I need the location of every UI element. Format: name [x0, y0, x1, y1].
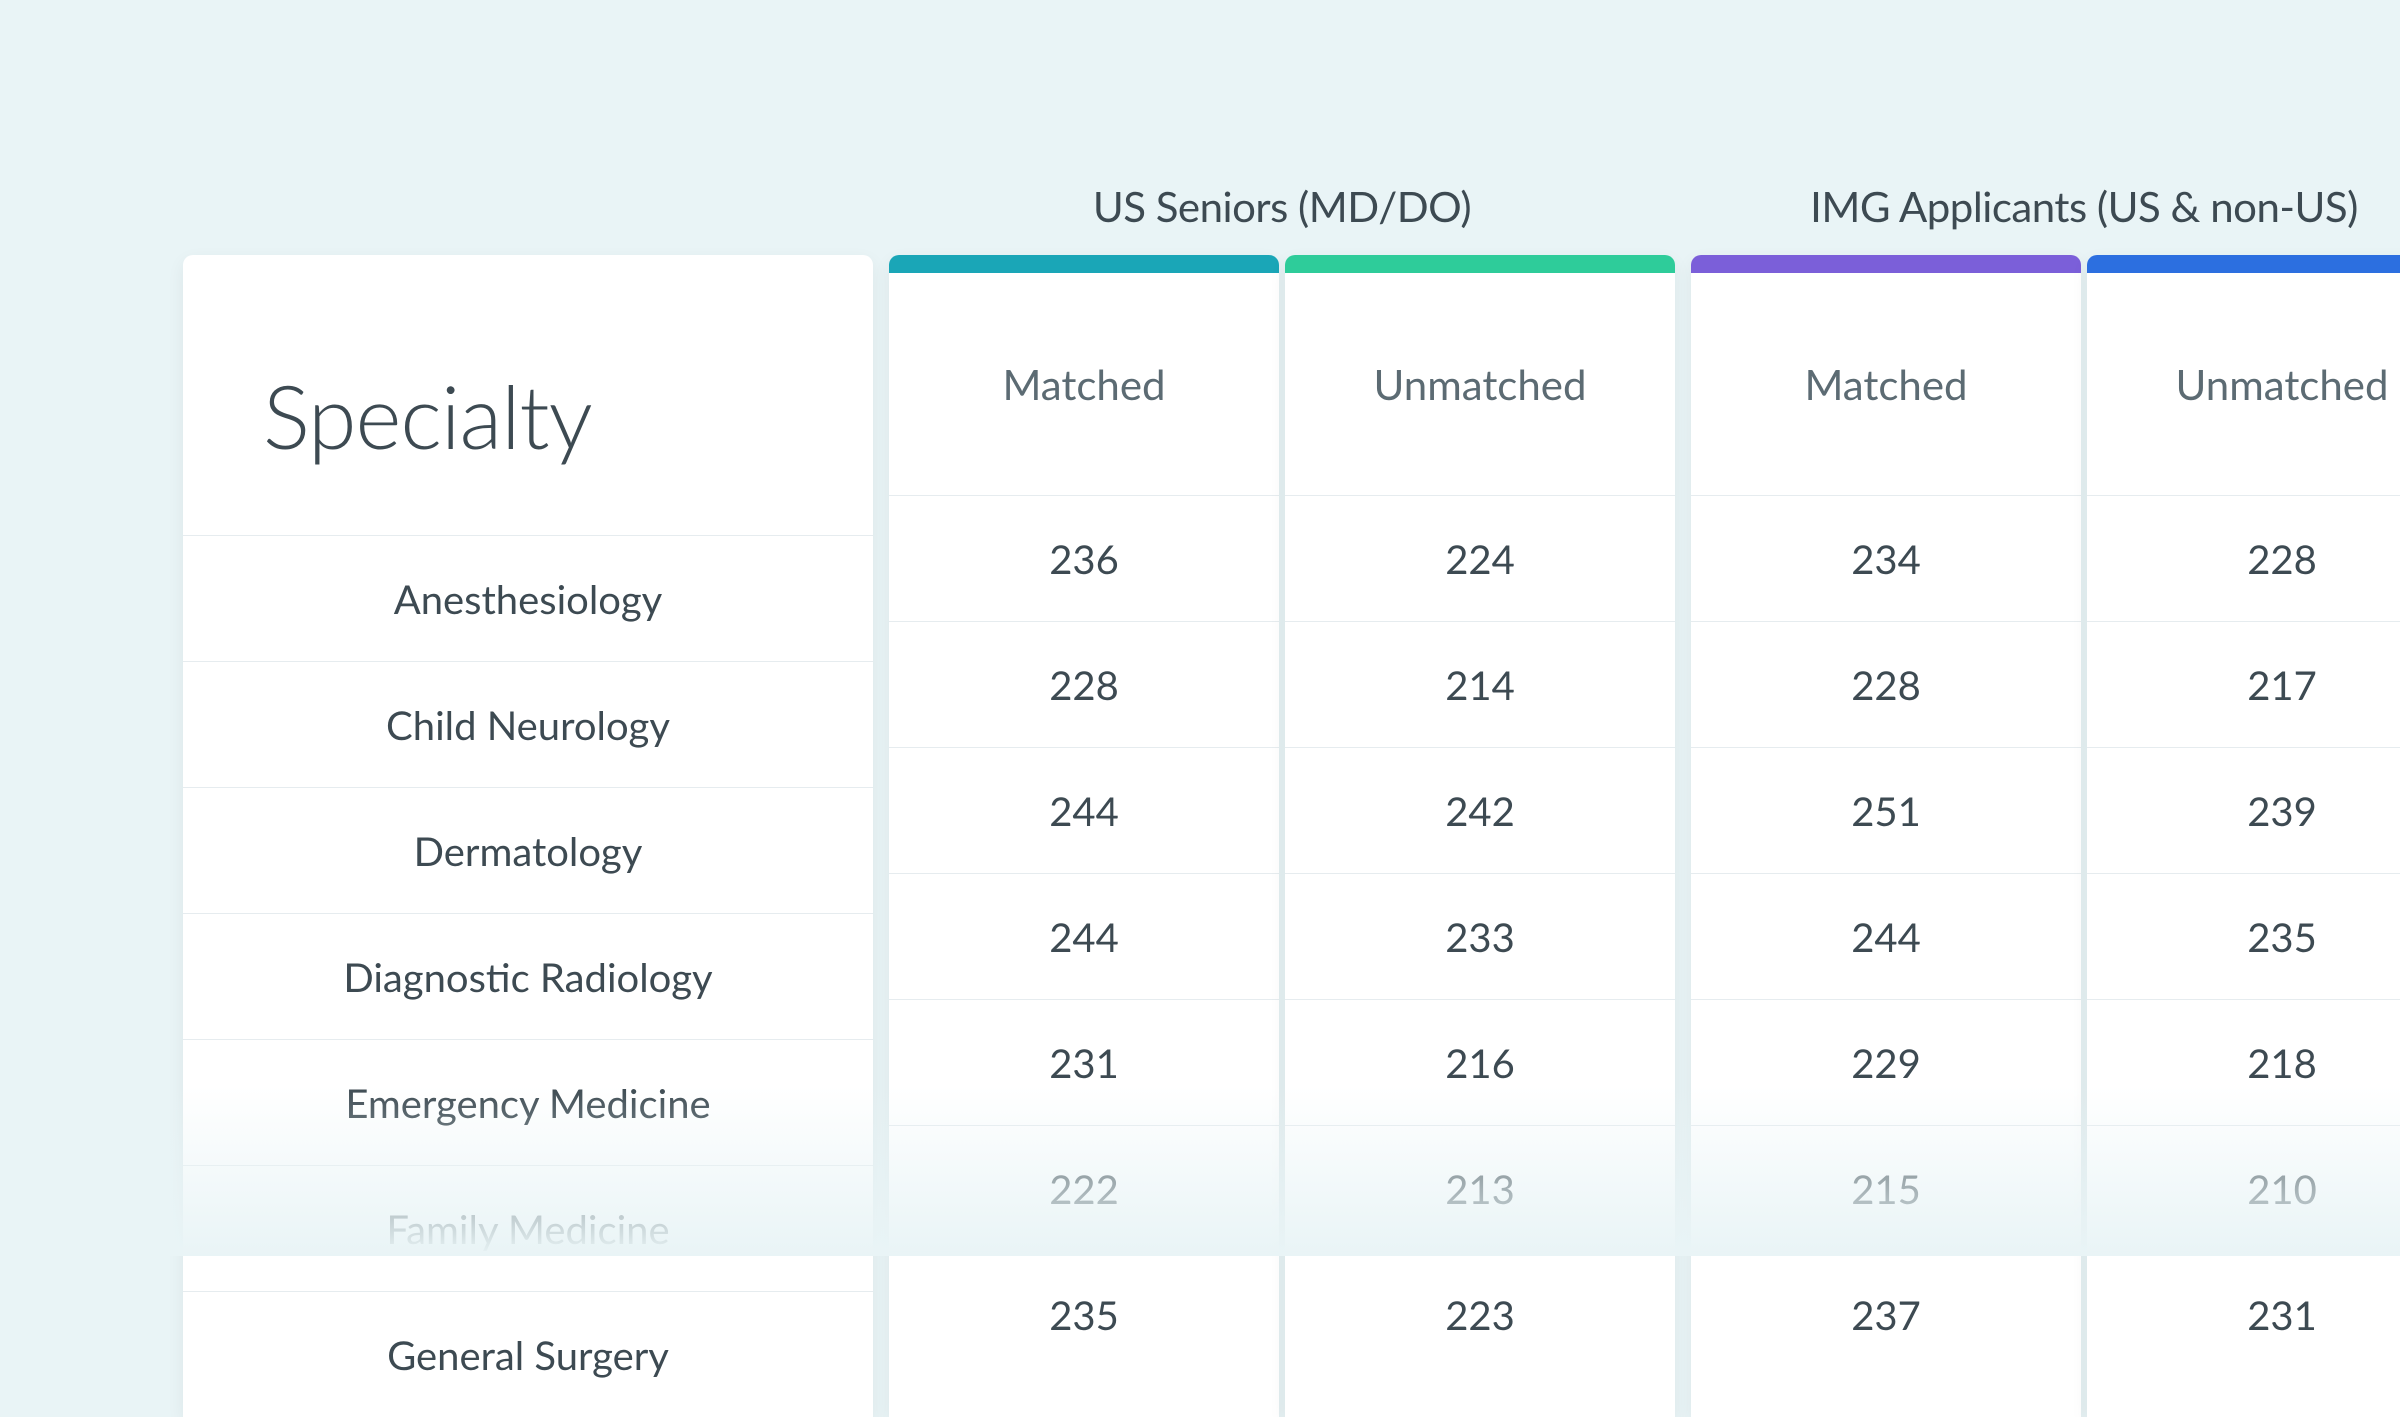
table-cell: 237 [1691, 1251, 2081, 1377]
column-header: Unmatched [2087, 273, 2400, 495]
table-cell: 235 [889, 1251, 1279, 1377]
table-cell: 233 [1285, 873, 1675, 999]
table-cell: 235 [2087, 873, 2400, 999]
specialty-column: Specialty Anesthesiology Child Neurology… [183, 255, 873, 1417]
us-unmatched-column: Unmatched 224 214 242 233 216 213 223 [1285, 255, 1675, 1417]
table-cell: 228 [1691, 621, 2081, 747]
table-cell: 231 [889, 999, 1279, 1125]
column-header: Matched [1691, 273, 2081, 495]
table-cell: 213 [1285, 1125, 1675, 1251]
table-cell: 236 [889, 495, 1279, 621]
table-cell: 228 [2087, 495, 2400, 621]
img-unmatched-column: Unmatched 228 217 239 235 218 210 231 [2087, 255, 2400, 1417]
accent-bar [1691, 255, 2081, 273]
table-cell: 217 [2087, 621, 2400, 747]
table-cell: 234 [1691, 495, 2081, 621]
table-row: Anesthesiology [183, 535, 873, 661]
accent-bar [889, 255, 1279, 273]
table-cell: 251 [1691, 747, 2081, 873]
table-cell: 223 [1285, 1251, 1675, 1377]
table-cell: 215 [1691, 1125, 2081, 1251]
group-header-img-applicants: IMG Applicants (US & non-US) [1691, 181, 2400, 255]
specialty-match-table: US Seniors (MD/DO) IMG Applicants (US & … [183, 155, 2217, 1417]
table-row: Family Medicine [183, 1165, 873, 1291]
us-matched-column: Matched 236 228 244 244 231 222 235 [889, 255, 1279, 1417]
specialty-column-header: Specialty [183, 295, 873, 535]
table-cell: 244 [889, 873, 1279, 999]
table-cell: 214 [1285, 621, 1675, 747]
table-cell: 224 [1285, 495, 1675, 621]
table-row: Diagnostic Radiology [183, 913, 873, 1039]
table-cell: 210 [2087, 1125, 2400, 1251]
table-columns: Specialty Anesthesiology Child Neurology… [183, 255, 2217, 1417]
table-row: Child Neurology [183, 661, 873, 787]
table-cell: 218 [2087, 999, 2400, 1125]
table-cell: 229 [1691, 999, 2081, 1125]
table-cell: 222 [889, 1125, 1279, 1251]
table-row: Dermatology [183, 787, 873, 913]
table-cell: 242 [1285, 747, 1675, 873]
column-header: Unmatched [1285, 273, 1675, 495]
table-cell: 228 [889, 621, 1279, 747]
column-header: Matched [889, 273, 1279, 495]
img-matched-column: Matched 234 228 251 244 229 215 237 [1691, 255, 2081, 1417]
table-cell: 244 [1691, 873, 2081, 999]
table-cell: 244 [889, 747, 1279, 873]
accent-bar [1285, 255, 1675, 273]
table-row: General Surgery [183, 1291, 873, 1417]
table-cell: 239 [2087, 747, 2400, 873]
group-header-row: US Seniors (MD/DO) IMG Applicants (US & … [183, 155, 2217, 255]
table-row: Emergency Medicine [183, 1039, 873, 1165]
group-header-us-seniors: US Seniors (MD/DO) [889, 181, 1675, 255]
accent-bar [2087, 255, 2400, 273]
table-cell: 216 [1285, 999, 1675, 1125]
table-cell: 231 [2087, 1251, 2400, 1377]
